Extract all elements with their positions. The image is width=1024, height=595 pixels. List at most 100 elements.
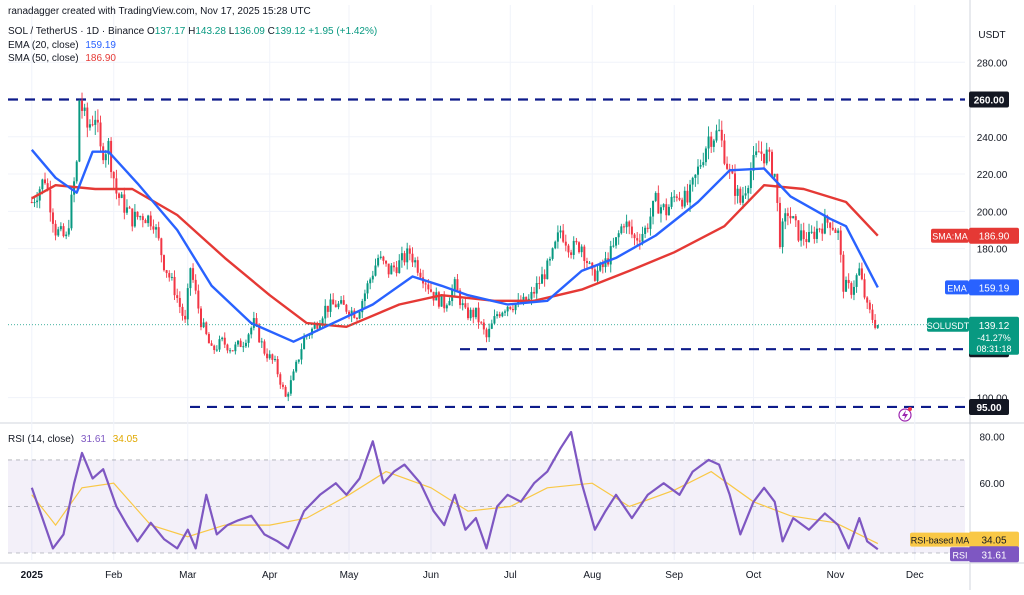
- candle-body: [178, 297, 181, 307]
- candle-body: [593, 269, 596, 281]
- candle-body: [681, 199, 684, 207]
- sma-marker-value: 186.90: [979, 232, 1010, 243]
- candle-body: [736, 188, 739, 196]
- candle-body: [445, 305, 448, 309]
- candle-body: [390, 265, 393, 275]
- candle-body: [295, 361, 298, 372]
- candle-body: [609, 246, 612, 265]
- ema-legend[interactable]: EMA (20, close) 159.19: [8, 40, 116, 51]
- candle-body: [321, 318, 324, 325]
- candle-body: [197, 290, 200, 309]
- symbol-name[interactable]: SOL / TetherUS · 1D · Binance: [8, 26, 145, 37]
- candle-body: [387, 263, 390, 275]
- candle-body: [281, 384, 284, 387]
- candle-body: [755, 151, 758, 155]
- candle-body: [94, 119, 97, 125]
- candle-body: [763, 153, 766, 164]
- candle-body: [630, 226, 633, 235]
- candle-body: [118, 193, 121, 198]
- sma-legend-label: SMA (50, close): [8, 53, 79, 64]
- candle-body: [461, 303, 464, 306]
- candle-body: [585, 260, 588, 264]
- candle-body: [221, 337, 224, 340]
- candle-body: [162, 255, 165, 271]
- candle-body: [718, 129, 721, 131]
- price-tick-label: 100.00: [977, 394, 1008, 405]
- candle-body: [244, 342, 247, 347]
- candle-body: [398, 260, 401, 274]
- candle-body: [696, 166, 699, 175]
- candle-body: [646, 227, 649, 229]
- candle-body: [808, 232, 811, 243]
- candle-body: [181, 306, 184, 316]
- candle-body: [242, 346, 245, 348]
- candle-body: [821, 228, 824, 234]
- candle-body: [580, 246, 583, 253]
- candle-body: [379, 256, 382, 258]
- time-tick-label: Dec: [906, 570, 924, 581]
- candle-body: [374, 265, 377, 276]
- rsi-legend[interactable]: RSI (14, close) 31.61 34.05: [8, 434, 138, 445]
- candle-body: [786, 213, 789, 216]
- candle-body: [184, 315, 187, 320]
- candle-body: [155, 227, 158, 230]
- sma-legend[interactable]: SMA (50, close) 186.90: [8, 53, 116, 64]
- candle-body: [633, 234, 636, 239]
- rsi-label-box: [950, 547, 970, 562]
- candle-body: [49, 189, 52, 213]
- candle-body: [342, 300, 345, 305]
- ema-20-line: [30, 149, 879, 343]
- candle-body: [65, 234, 68, 237]
- last-price-label-box: [927, 317, 969, 332]
- candle-body: [104, 154, 107, 161]
- candle-body: [419, 272, 422, 278]
- ema-legend-value: 159.19: [85, 40, 116, 51]
- candle-body: [448, 301, 451, 306]
- candle-body: [699, 165, 702, 167]
- candle-body: [601, 262, 604, 268]
- level-label: 260.00: [974, 96, 1005, 107]
- price-tick-label: 280.00: [977, 58, 1008, 69]
- candle-body: [133, 211, 136, 227]
- candle-body: [874, 319, 877, 328]
- price-tick-label: 220.00: [977, 170, 1008, 181]
- candle-body: [128, 207, 131, 209]
- ohlc-low-label: L: [228, 26, 235, 37]
- candle-body: [59, 226, 62, 230]
- candle-body: [30, 202, 33, 204]
- candle-body: [250, 327, 253, 335]
- candle-body: [771, 151, 774, 177]
- candle-body: [271, 354, 274, 360]
- candle-body: [638, 240, 641, 242]
- rsi-lines: [30, 430, 879, 551]
- candle-body: [868, 302, 871, 310]
- candle-body: [429, 289, 432, 292]
- candle-body: [599, 262, 602, 271]
- candle-body: [215, 349, 218, 351]
- candle-body: [866, 297, 869, 303]
- candle-body: [236, 340, 240, 345]
- candle-body: [575, 240, 578, 243]
- candle-body: [488, 328, 491, 338]
- lightning-icon: [898, 407, 912, 422]
- candle-body: [860, 268, 863, 280]
- candle-body: [125, 207, 128, 213]
- candle-body: [83, 107, 86, 111]
- time-tick-label: Apr: [262, 570, 278, 581]
- candle-body: [287, 393, 290, 397]
- candle-body: [345, 304, 348, 312]
- candle-body: [51, 212, 54, 224]
- candle-body: [813, 231, 816, 239]
- ohlc-change: +1.95 (+1.42%): [308, 26, 378, 37]
- last-price-label: SOLUSDT: [927, 321, 970, 331]
- candle-body: [673, 196, 676, 198]
- candle-body: [834, 229, 837, 233]
- candle-body: [509, 306, 512, 309]
- candle-body: [88, 124, 91, 128]
- candle-body: [316, 324, 319, 329]
- rsi-tick-label: 80.00: [979, 433, 1004, 444]
- candle-body: [99, 122, 102, 147]
- candle-body: [300, 349, 303, 360]
- candle-body: [263, 341, 266, 354]
